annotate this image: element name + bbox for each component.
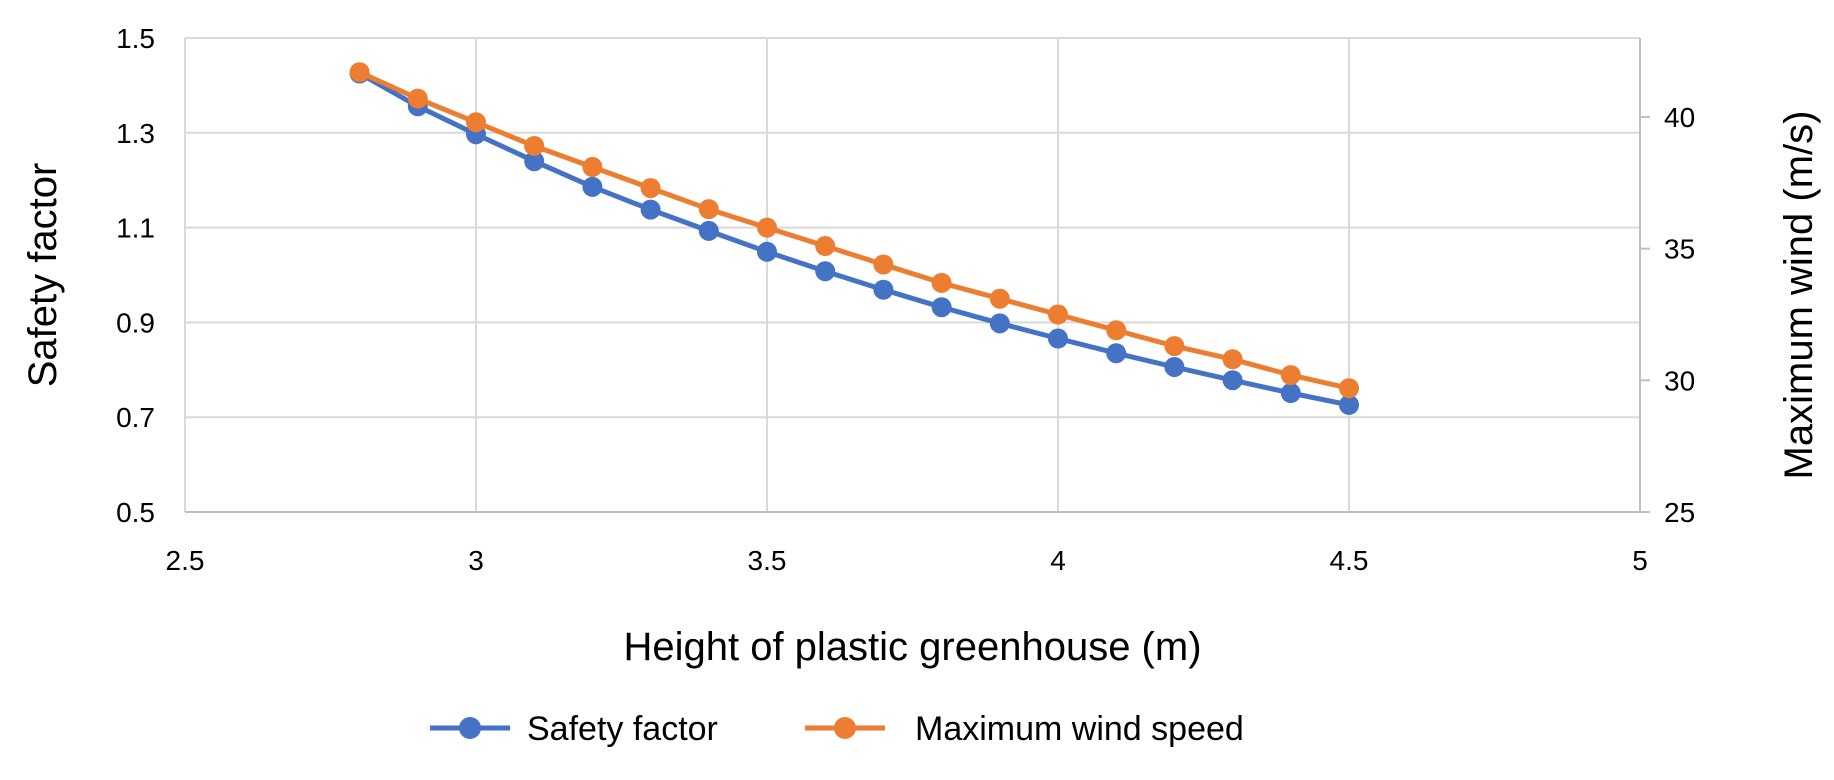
y2-tick-label: 25 — [1664, 497, 1695, 528]
x-tick-label: 4.5 — [1330, 545, 1369, 576]
y-tick-label: 1.1 — [116, 213, 155, 244]
data-point — [582, 157, 603, 178]
data-point — [524, 135, 545, 156]
y-tick-label: 1.3 — [116, 118, 155, 149]
data-point — [815, 236, 836, 257]
legend-marker — [834, 717, 856, 739]
data-point — [524, 151, 545, 172]
data-point — [466, 112, 486, 133]
data-point — [1222, 370, 1243, 391]
data-point — [640, 199, 661, 220]
axes — [185, 38, 1650, 513]
x-tick-label: 4 — [1050, 545, 1066, 576]
data-point — [1280, 383, 1301, 404]
data-point — [1339, 378, 1359, 399]
data-point — [1164, 356, 1185, 377]
y-tick-label: 0.9 — [116, 307, 155, 338]
y-axis-title: Safety factor — [21, 163, 65, 388]
data-point — [1048, 304, 1068, 325]
legend-label: Maximum wind speed — [915, 710, 1244, 748]
series-line — [358, 71, 1350, 408]
data-point — [1164, 336, 1185, 357]
y2-axis-title: Maximum wind (m/s) — [1777, 111, 1821, 480]
y-tick-label: 1.5 — [116, 23, 155, 54]
data-point — [873, 254, 894, 275]
series-layer — [349, 62, 1359, 415]
data-point — [349, 62, 370, 83]
tick-labels: 0.5 0.7 0.9 1.1 1.3 1.5 2.5 3 3.5 4 4.5 5 25 30 35 40 — [116, 23, 1695, 576]
x-tick-label: 2.5 — [166, 545, 205, 576]
data-point — [1222, 349, 1243, 370]
data-point — [815, 261, 836, 282]
data-point — [931, 297, 952, 318]
data-point — [931, 272, 952, 293]
y2-tick-label: 35 — [1664, 234, 1695, 265]
x-axis-title: Height of plastic greenhouse (m) — [623, 625, 1201, 669]
data-point — [698, 220, 719, 241]
data-point — [1339, 394, 1359, 415]
data-point — [757, 241, 777, 262]
legend-label: Safety factor — [527, 710, 718, 748]
legend-item-1: Safety factor — [430, 710, 718, 748]
data-point — [1280, 365, 1301, 386]
data-point — [582, 176, 603, 197]
y-tick-label: 0.7 — [116, 402, 155, 433]
series-line — [358, 69, 1350, 391]
series-1 — [349, 63, 1359, 415]
data-point — [1048, 328, 1068, 349]
x-tick-label: 3 — [468, 545, 484, 576]
data-point — [989, 288, 1010, 309]
x-tick-label: 3.5 — [748, 545, 787, 576]
data-point — [640, 178, 661, 199]
data-point — [1106, 343, 1127, 364]
data-point — [989, 313, 1010, 334]
y2-tick-label: 40 — [1664, 102, 1695, 133]
legend-item-2: Maximum wind speed — [805, 710, 1244, 748]
data-point — [1106, 320, 1127, 341]
data-point — [873, 279, 894, 300]
y-tick-label: 0.5 — [116, 497, 155, 528]
data-point — [698, 199, 719, 220]
series-2 — [349, 62, 1359, 399]
y2-tick-label: 30 — [1664, 365, 1695, 396]
x-tick-label: 5 — [1632, 545, 1648, 576]
data-point — [757, 217, 777, 238]
legend: Safety factor Maximum wind speed — [430, 710, 1244, 748]
data-point — [407, 88, 428, 109]
legend-marker — [459, 717, 481, 739]
